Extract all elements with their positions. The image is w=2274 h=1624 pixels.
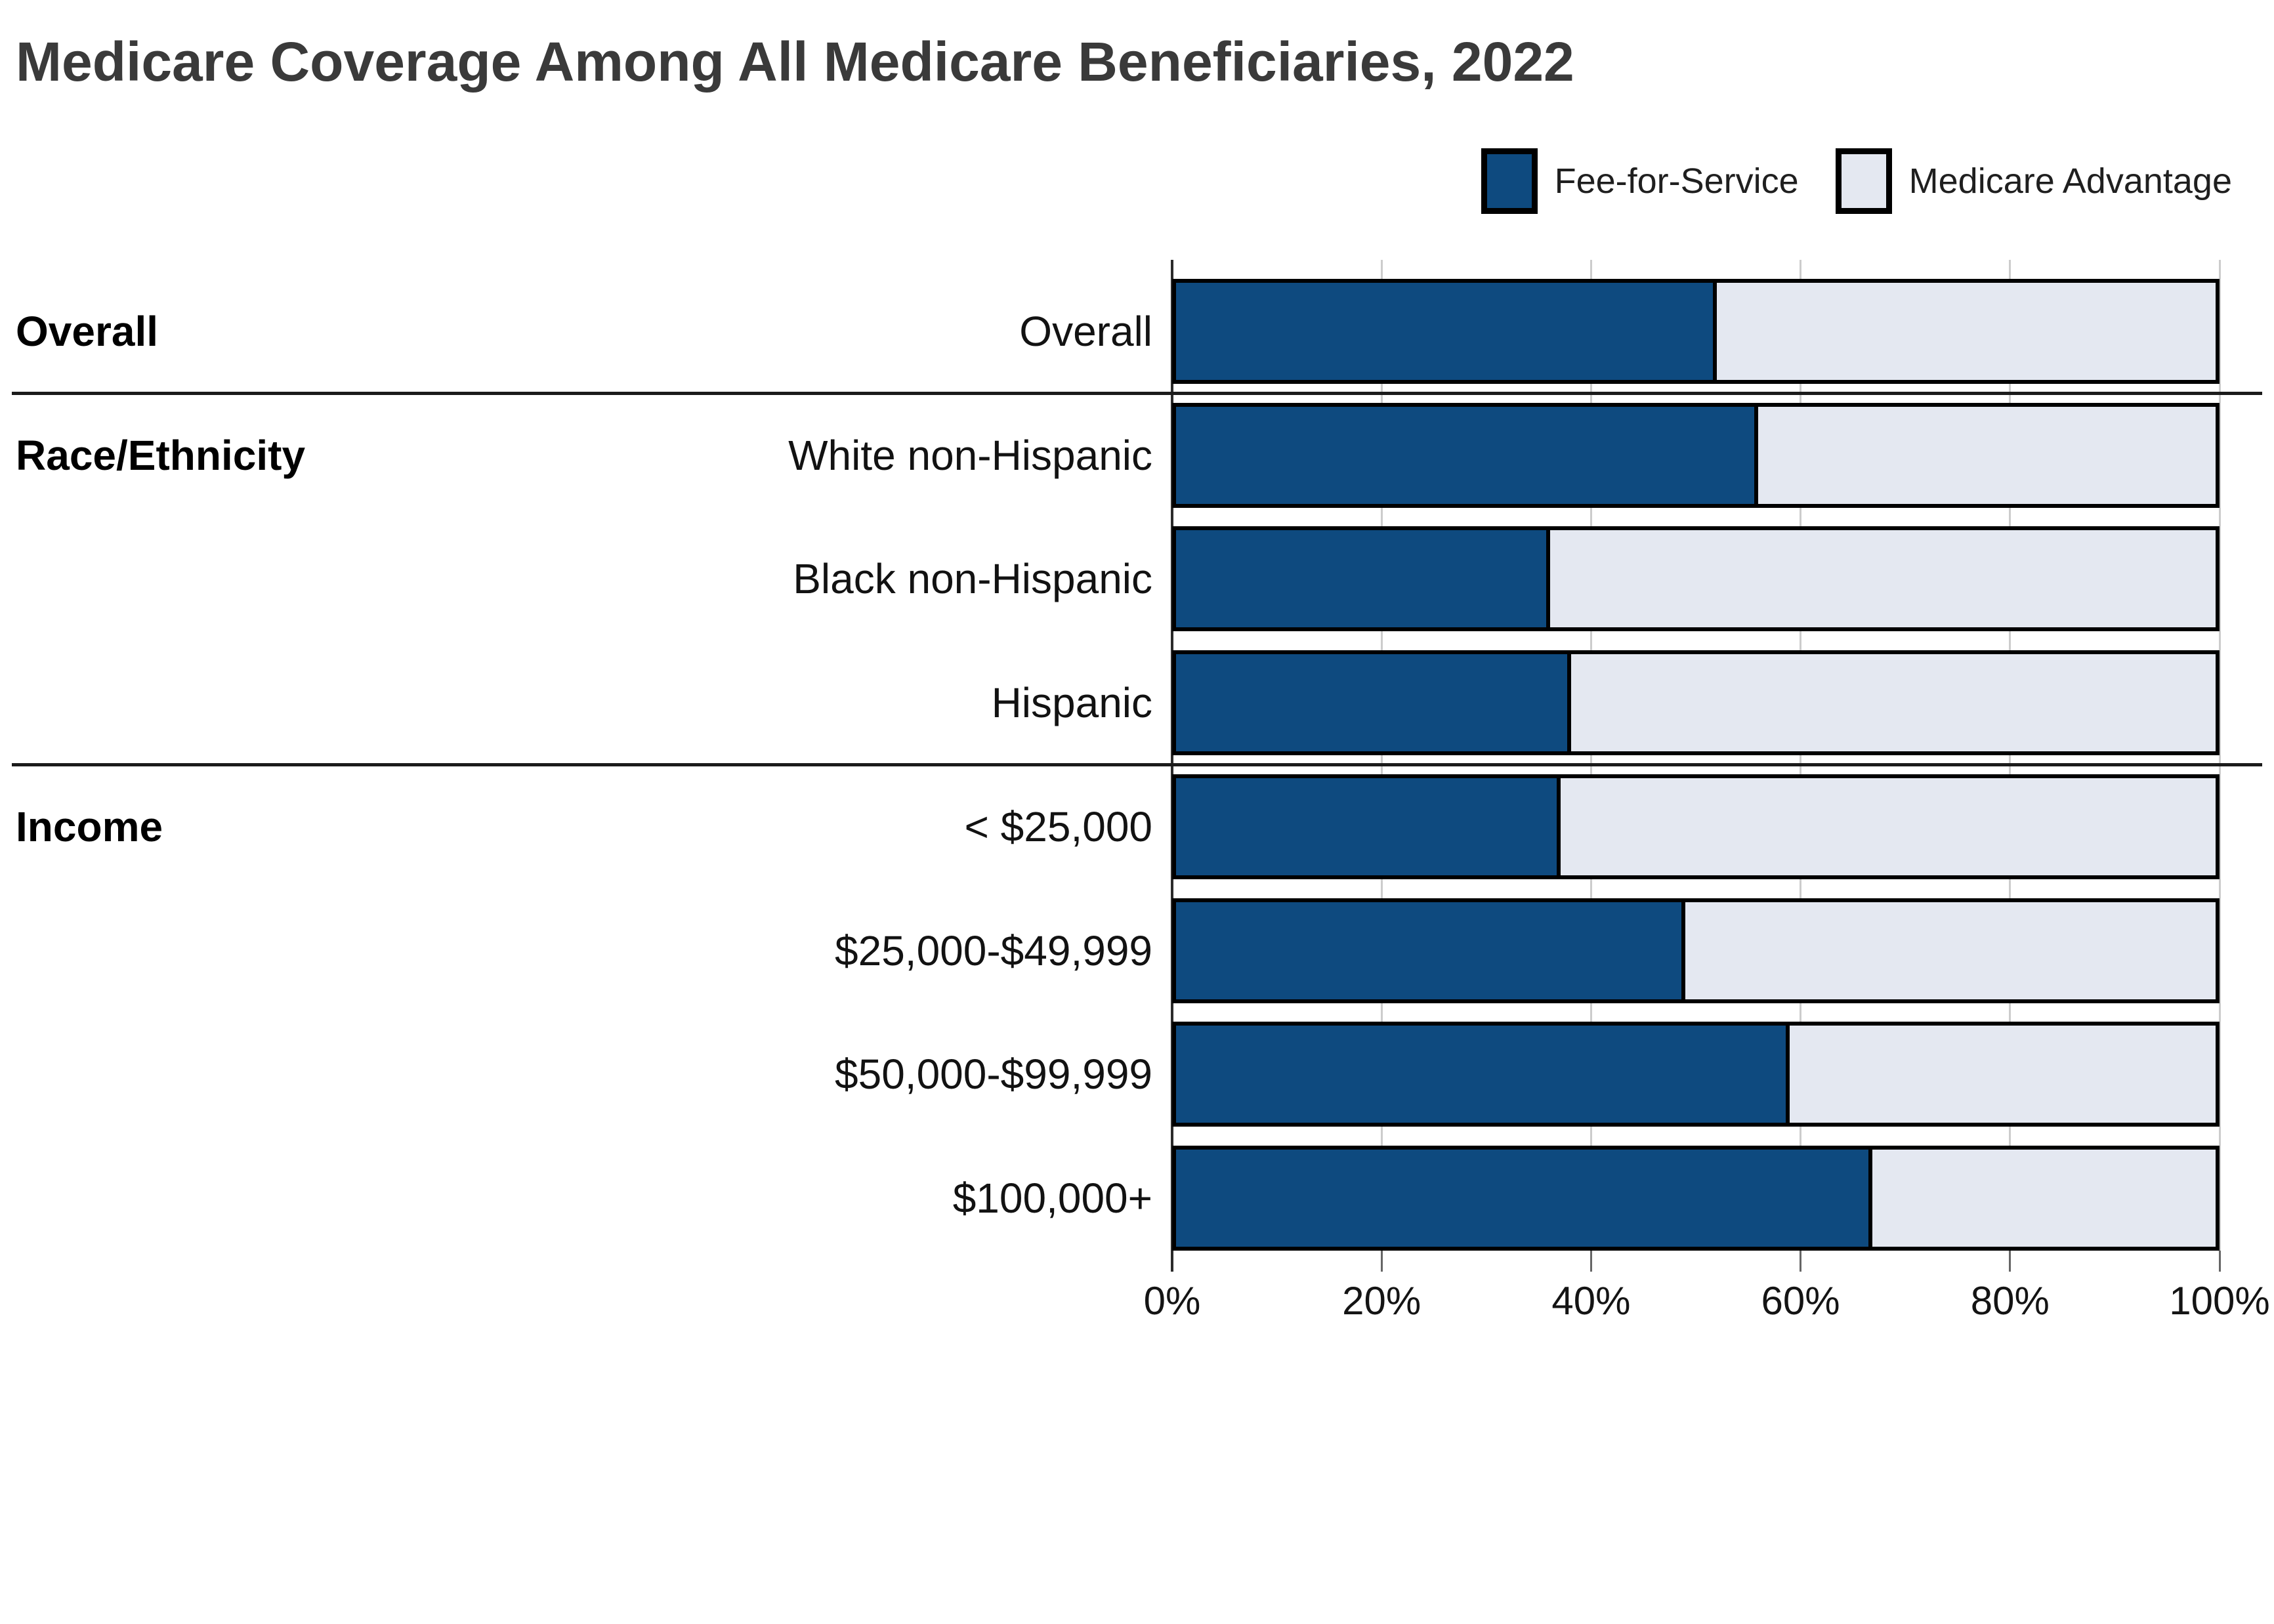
legend-label: Medicare Advantage (1908, 161, 2232, 201)
stacked-bar (1172, 1146, 2220, 1251)
medicare-advantage-segment (1872, 1150, 2216, 1247)
axis-tick (2009, 1251, 2011, 1272)
axis-tick-label: 100% (2169, 1279, 2270, 1323)
stacked-bar (1172, 526, 2220, 632)
section-header: Income (16, 802, 163, 850)
legend-item-medicare-advantage: Medicare Advantage (1835, 148, 2232, 214)
axis-tick-label: 20% (1342, 1279, 1421, 1323)
medicare-advantage-swatch-icon (1835, 148, 1892, 214)
bar-category-label: Hispanic (991, 679, 1152, 726)
medicare-advantage-segment (1685, 902, 2216, 999)
legend-item-fee-for-service: Fee-for-Service (1481, 148, 1799, 214)
gridline (1590, 260, 1592, 1251)
fee-for-service-segment (1176, 406, 1759, 504)
fee-for-service-segment (1176, 1026, 1790, 1123)
section-header: Overall (16, 307, 159, 355)
stacked-bar (1172, 402, 2220, 508)
bar-category-label: $100,000+ (952, 1175, 1152, 1222)
axis-tick-label: 0% (1143, 1279, 1201, 1323)
medicare-advantage-segment (1717, 283, 2216, 380)
medicare-advantage-segment (1758, 407, 2216, 504)
axis-tick (2218, 1251, 2221, 1272)
gridline (1380, 260, 1383, 1251)
legend-label: Fee-for-Service (1554, 161, 1799, 201)
bar-category-label: White non-Hispanic (788, 431, 1152, 479)
medicare-advantage-segment (1571, 654, 2216, 751)
axis-tick (1380, 1251, 1383, 1272)
medicare-advantage-segment (1550, 530, 2216, 627)
fee-for-service-segment (1176, 902, 1686, 999)
section-divider (12, 391, 2262, 395)
stacked-bar (1172, 898, 2220, 1003)
bar-category-label: $50,000-$99,999 (835, 1051, 1152, 1098)
bar-category-label: < $25,000 (964, 802, 1153, 850)
gridline (2218, 260, 2221, 1251)
bar-category-label: $25,000-$49,999 (835, 927, 1152, 974)
stacked-bar (1172, 278, 2220, 384)
medicare-advantage-segment (1561, 778, 2216, 875)
fee-for-service-segment (1176, 282, 1717, 380)
axis-tick (1590, 1251, 1592, 1272)
axis-tick (1800, 1251, 1802, 1272)
bar-category-label: Black non-Hispanic (793, 555, 1152, 603)
axis-tick-label: 60% (1761, 1279, 1840, 1323)
legend: Fee-for-Service Medicare Advantage (1481, 148, 2232, 214)
medicare-advantage-segment (1790, 1026, 2216, 1123)
fee-for-service-segment (1176, 1150, 1873, 1247)
stacked-bar (1172, 1022, 2220, 1127)
fee-for-service-segment (1176, 654, 1571, 751)
bar-category-label: Overall (1019, 307, 1152, 355)
axis-tick-label: 40% (1551, 1279, 1631, 1323)
section-header: Race/Ethnicity (16, 431, 306, 479)
stacked-bar (1172, 774, 2220, 879)
chart-title: Medicare Coverage Among All Medicare Ben… (16, 31, 1574, 93)
axis-tick-label: 80% (1970, 1279, 2050, 1323)
fee-for-service-swatch-icon (1481, 148, 1538, 214)
fee-for-service-segment (1176, 778, 1561, 875)
gridline (2009, 260, 2011, 1251)
stacked-bar (1172, 650, 2220, 755)
gridline (1800, 260, 1802, 1251)
fee-for-service-segment (1176, 530, 1551, 628)
section-divider (12, 762, 2262, 766)
